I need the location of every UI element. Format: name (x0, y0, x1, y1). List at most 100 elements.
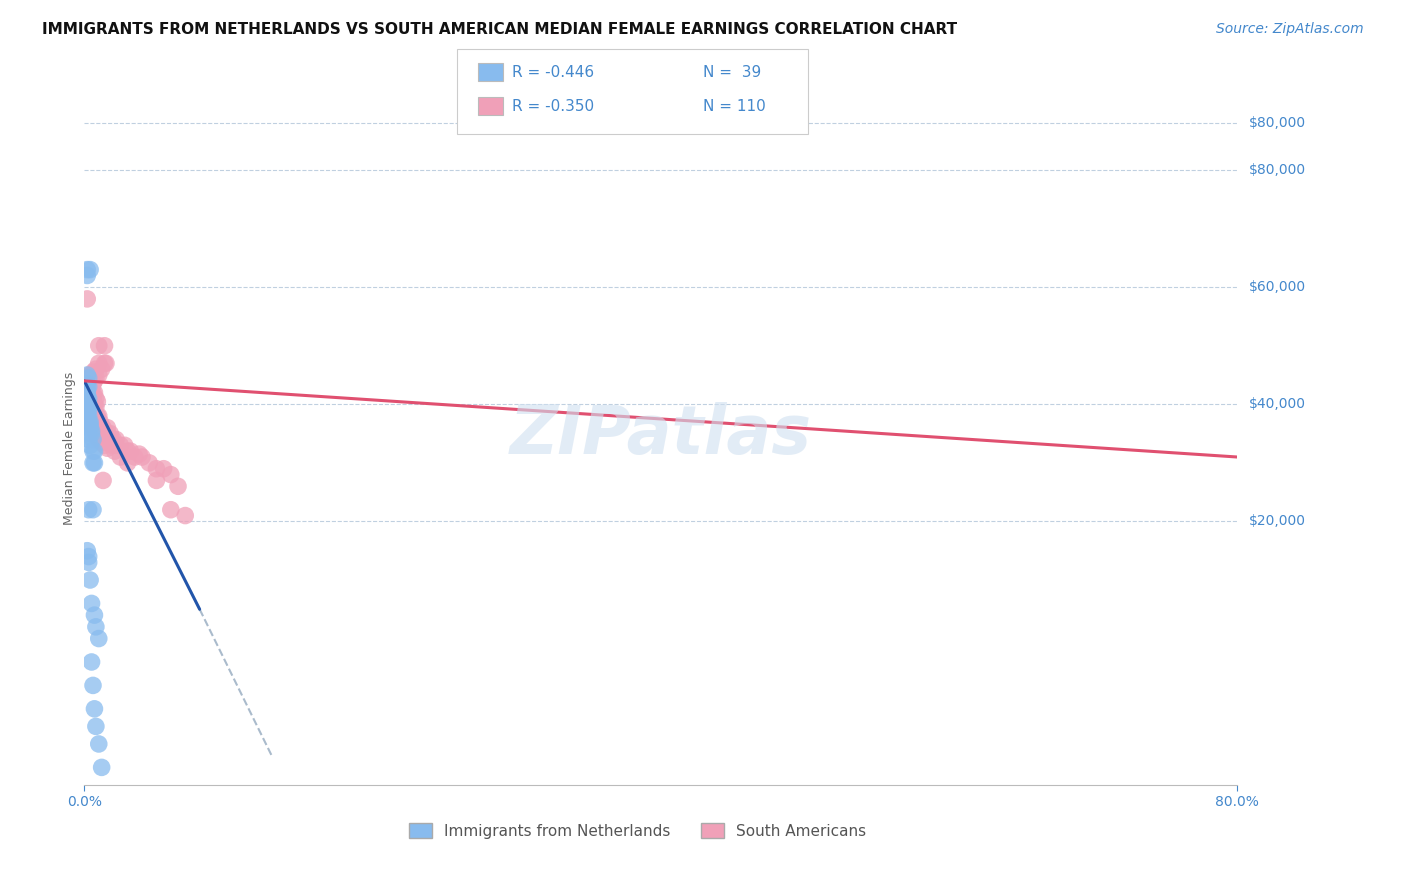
Point (83, 702, 105, 716)
Point (79, 573, 101, 587)
Point (76, 392, 98, 406)
Point (79, 415, 101, 429)
Point (77, 433, 100, 447)
Point (79, 409, 101, 423)
Point (77, 401, 100, 415)
Point (76, 397, 98, 411)
Point (160, 467, 183, 482)
Point (77, 403, 100, 417)
Text: Source: ZipAtlas.com: Source: ZipAtlas.com (1216, 22, 1364, 37)
Point (79, 421, 101, 435)
Point (82, 368, 104, 382)
Point (87, 368, 110, 382)
Point (76, 543, 98, 558)
Point (96, 421, 118, 435)
Point (80, 417, 103, 432)
Point (83, 608, 105, 623)
Point (76, 406, 98, 420)
Point (86, 409, 108, 423)
Point (103, 433, 124, 447)
Point (90, 362, 112, 376)
Point (76, 385, 98, 400)
Point (84, 401, 107, 415)
Point (77, 394, 100, 409)
Point (76, 376, 98, 391)
Point (84, 719, 107, 733)
Point (110, 438, 132, 452)
Point (174, 508, 197, 523)
Point (84, 417, 107, 432)
Text: R = -0.446: R = -0.446 (512, 65, 593, 79)
Point (131, 450, 153, 464)
Text: $60,000: $60,000 (1249, 280, 1306, 294)
Point (84, 426, 107, 441)
Point (76, 380, 98, 394)
Point (79, 392, 101, 406)
Point (82, 365, 104, 379)
Point (87, 409, 110, 423)
Point (76, 292, 98, 306)
Point (80, 380, 103, 394)
Point (79, 385, 101, 400)
Point (83, 415, 105, 429)
Point (76, 412, 98, 426)
Point (117, 456, 139, 470)
Point (124, 450, 146, 464)
Point (84, 620, 107, 634)
Point (80, 426, 103, 441)
Point (76, 383, 98, 397)
Point (145, 461, 167, 475)
Point (83, 444, 105, 458)
Point (83, 424, 105, 438)
Point (79, 376, 101, 391)
Point (152, 461, 174, 475)
Text: R = -0.350: R = -0.350 (512, 99, 593, 113)
Point (105, 433, 128, 447)
Text: N =  39: N = 39 (703, 65, 761, 79)
Point (77, 412, 100, 426)
Text: $80,000: $80,000 (1249, 116, 1306, 130)
Point (84, 362, 107, 376)
Point (93, 339, 115, 353)
Point (93, 356, 115, 370)
Point (80, 394, 103, 409)
Point (87, 356, 110, 370)
Point (87, 424, 110, 438)
Point (79, 438, 101, 452)
Point (120, 444, 142, 458)
Point (82, 433, 104, 447)
Point (167, 479, 190, 493)
Point (160, 502, 183, 516)
Point (76, 368, 98, 382)
Point (79, 262, 101, 277)
Point (82, 385, 104, 400)
Point (91, 421, 114, 435)
Point (79, 383, 101, 397)
Point (77, 374, 100, 388)
Point (80, 412, 103, 426)
Point (82, 456, 104, 470)
Point (86, 394, 108, 409)
Point (82, 421, 104, 435)
Point (80, 374, 103, 388)
Point (82, 444, 104, 458)
Point (83, 456, 105, 470)
Point (80, 388, 103, 402)
Point (82, 502, 104, 516)
Point (77, 409, 100, 423)
Point (76, 394, 98, 409)
Point (138, 456, 160, 470)
Point (83, 412, 105, 426)
Point (77, 401, 100, 415)
Point (89, 415, 111, 429)
Point (86, 421, 108, 435)
Point (77, 502, 100, 516)
Point (77, 380, 100, 394)
Point (80, 401, 103, 415)
Point (94, 356, 117, 370)
Point (94, 433, 117, 447)
Point (82, 409, 104, 423)
Text: $40,000: $40,000 (1249, 397, 1305, 411)
Point (82, 678, 104, 692)
Point (76, 392, 98, 406)
